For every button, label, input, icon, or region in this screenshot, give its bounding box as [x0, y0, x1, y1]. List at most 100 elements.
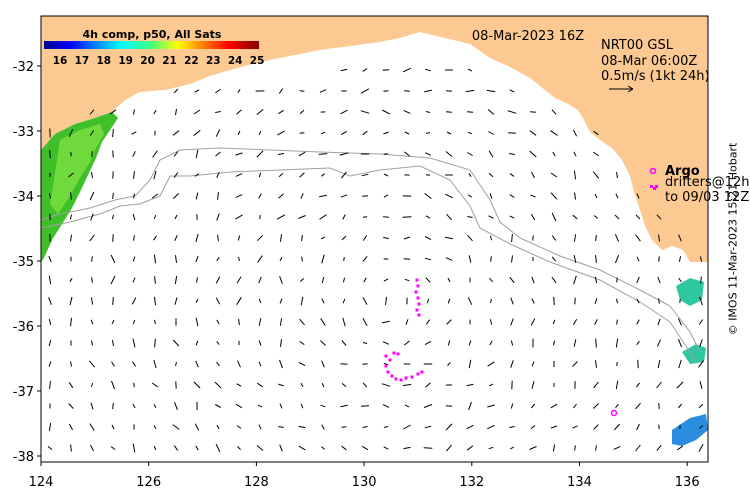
- current-arrow: [132, 277, 136, 283]
- current-arrow: [216, 341, 220, 345]
- current-arrow: [278, 172, 284, 178]
- current-arrow: [678, 359, 682, 369]
- current-arrow: [131, 297, 137, 305]
- colorbar-tick-label: 16: [53, 55, 68, 67]
- current-arrow: [340, 68, 348, 72]
- y-tick-label: -37: [13, 385, 34, 400]
- current-arrow: [89, 191, 95, 201]
- current-arrow: [173, 445, 179, 451]
- drifter-point: [410, 375, 414, 379]
- current-arrow: [132, 213, 136, 221]
- current-arrow: [112, 402, 114, 410]
- current-arrow: [133, 382, 135, 388]
- current-arrow: [698, 360, 704, 368]
- drifters-legend-line2: to 09/03 12Z: [665, 190, 749, 205]
- current-arrow: [49, 381, 51, 389]
- current-arrow: [427, 298, 429, 304]
- current-arrow: [258, 424, 262, 430]
- drifter-point: [417, 302, 421, 306]
- sst-patch-southeast: [672, 414, 708, 446]
- current-arrow: [195, 360, 199, 368]
- current-arrow: [402, 383, 412, 387]
- current-arrow: [172, 130, 180, 136]
- current-arrow: [466, 445, 474, 451]
- current-arrow: [574, 192, 576, 200]
- current-arrow: [321, 254, 325, 264]
- current-arrow: [300, 193, 304, 199]
- current-arrow: [573, 403, 577, 409]
- x-tick-label: 130: [352, 475, 377, 490]
- current-arrow: [320, 404, 326, 408]
- current-arrow: [173, 151, 179, 157]
- current-arrow: [385, 296, 387, 306]
- bathymetry-contour-2: [41, 165, 697, 363]
- current-arrow: [70, 192, 72, 200]
- current-arrow: [258, 276, 262, 284]
- current-arrow: [258, 318, 262, 326]
- current-arrow: [279, 298, 283, 304]
- drifter-point: [396, 352, 400, 356]
- current-arrow: [90, 297, 94, 305]
- current-arrow: [133, 235, 135, 241]
- current-arrow: [258, 193, 262, 199]
- current-arrow: [550, 130, 558, 136]
- current-arrow: [342, 298, 346, 304]
- current-arrow: [299, 278, 305, 282]
- current-arrow: [132, 403, 136, 409]
- current-arrow: [403, 446, 411, 450]
- australia-land: [41, 16, 708, 262]
- current-arrow: [425, 215, 431, 219]
- current-arrow: [340, 404, 348, 408]
- current-arrow: [279, 403, 283, 409]
- current-arrow: [111, 424, 115, 430]
- current-arrow: [488, 446, 494, 450]
- drifters-legend-line1: drifters@12h: [665, 175, 750, 190]
- current-arrow: [235, 194, 243, 198]
- current-arrow: [595, 445, 597, 451]
- current-arrow: [216, 361, 220, 367]
- current-arrow: [447, 298, 451, 304]
- current-arrow: [111, 361, 115, 367]
- current-arrow: [278, 193, 284, 199]
- current-arrow: [90, 402, 94, 410]
- current-arrow: [215, 88, 221, 94]
- current-arrow: [507, 110, 517, 114]
- current-arrow: [236, 296, 242, 306]
- current-arrow: [362, 342, 368, 344]
- current-arrow: [340, 109, 348, 115]
- current-arrow: [276, 214, 286, 220]
- current-arrow: [362, 256, 368, 262]
- current-arrow: [48, 275, 52, 285]
- current-arrow: [486, 89, 496, 93]
- current-arrow: [487, 361, 495, 367]
- current-arrow: [319, 194, 327, 198]
- current-arrow: [595, 255, 597, 263]
- current-arrow: [595, 234, 597, 242]
- current-arrow: [700, 276, 702, 284]
- current-arrow: [468, 359, 472, 369]
- current-arrow: [553, 296, 555, 306]
- current-arrow: [89, 109, 95, 115]
- current-arrow: [214, 381, 222, 389]
- current-arrow: [279, 318, 283, 326]
- current-vectors: [47, 67, 704, 453]
- current-arrow: [237, 235, 241, 241]
- current-arrow: [445, 193, 453, 199]
- current-arrow: [321, 424, 325, 430]
- x-tick-label: 126: [136, 475, 161, 490]
- drifter-point: [388, 358, 392, 362]
- current-arrow: [551, 212, 557, 222]
- current-arrow: [403, 258, 411, 260]
- current-arrow: [466, 424, 474, 430]
- current-arrow: [321, 173, 325, 177]
- current-arrow: [467, 131, 473, 135]
- current-arrow: [383, 362, 389, 366]
- current-arrow: [48, 318, 52, 326]
- current-arrow: [467, 297, 473, 305]
- current-arrow: [49, 172, 51, 178]
- current-arrow: [636, 298, 640, 304]
- current-arrow: [195, 299, 199, 303]
- current-arrow: [616, 171, 618, 179]
- current-arrow: [616, 319, 618, 325]
- current-arrow: [424, 193, 432, 199]
